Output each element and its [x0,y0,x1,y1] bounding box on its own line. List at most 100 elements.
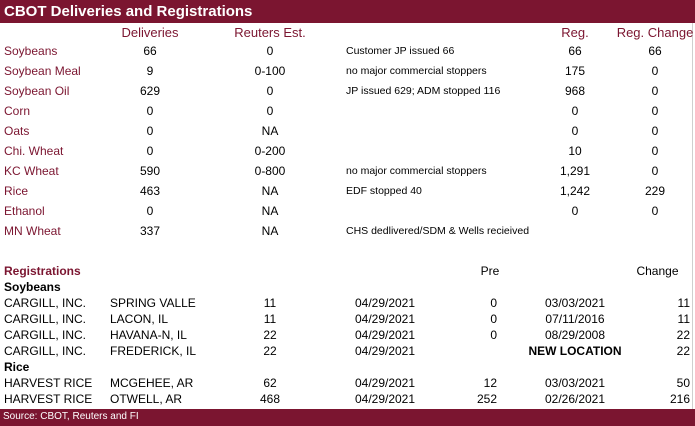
registration-date: 04/29/2021 [354,344,416,358]
commodity-reuters-est: 0 [266,84,274,98]
registration-change: 22 [676,344,690,358]
header-deliveries: Deliveries [121,25,179,40]
registration-change: 11 [677,296,690,310]
commodity-deliveries: 337 [139,224,161,238]
registration-reg: 11 [263,296,277,310]
commodity-reg: 0 [571,104,579,118]
commodity-reg: 175 [564,64,586,78]
commodity-reg-change: 0 [651,104,659,118]
page-title: CBOT Deliveries and Registrations [4,3,253,20]
registration-company: CARGILL, INC. [4,296,87,310]
commodity-reuters-est: 0 [266,104,274,118]
registration-change: 216 [669,392,690,406]
commodity-reg-change: 229 [644,184,666,198]
pre-label: Pre [480,264,500,278]
commodity-reg: 968 [564,84,586,98]
commodity-reuters-est: NA [261,184,279,198]
commodity-name: Ethanol [4,204,45,218]
registration-date: 04/29/2021 [354,312,416,326]
registration-location: SPRING VALLE [110,296,196,310]
registration-reg: 22 [263,328,277,342]
registration-pre: 12 [483,376,497,390]
commodity-deliveries: 629 [139,84,161,98]
right-border [692,23,693,409]
registration-pre: 252 [476,392,497,406]
registration-pre-date: 03/03/2021 [544,376,606,390]
commodity-name: Soybean Oil [4,84,70,98]
registration-location: LACON, IL [110,312,169,326]
registration-company: HARVEST RICE [4,376,93,390]
commodity-reg-change: 0 [651,64,659,78]
commodity-reuters-est: NA [261,124,279,138]
registration-reg: 62 [263,376,277,390]
registration-location: OTWELL, AR [110,392,183,406]
commodity-note: no major commercial stoppers [346,165,487,177]
change-label: Change [636,264,679,278]
registration-date: 04/29/2021 [354,392,416,406]
commodity-reg-change: 66 [648,44,662,58]
registration-company: CARGILL, INC. [4,312,87,326]
commodity-reg: 10 [568,144,582,158]
commodity-deliveries: 66 [143,44,157,58]
commodity-reuters-est: 0-800 [254,164,286,178]
source-note: Source: CBOT, Reuters and FI [3,411,139,422]
commodity-deliveries: 0 [146,144,154,158]
commodity-deliveries: 0 [146,204,154,218]
commodity-name: Corn [4,104,31,118]
registration-pre-date: 02/26/2021 [544,392,606,406]
registration-date: 04/29/2021 [354,296,416,310]
commodity-reg: 0 [571,124,579,138]
registration-group-name: Rice [4,360,30,374]
commodity-note: Customer JP issued 66 [346,45,455,57]
registration-pre-date: 07/11/2016 [545,312,605,326]
registration-change: 50 [676,376,690,390]
commodity-reg: 1,291 [559,164,591,178]
commodity-reg: 0 [571,204,579,218]
registration-location: HAVANA-N, IL [110,328,187,342]
commodity-reg-change: 0 [651,144,659,158]
registration-company: HARVEST RICE [4,392,93,406]
commodity-name: MN Wheat [4,224,61,238]
commodity-reg: 66 [568,44,582,58]
registration-reg: 22 [263,344,277,358]
commodity-deliveries: 9 [146,64,154,78]
commodity-name: KC Wheat [4,164,59,178]
commodity-reuters-est: NA [261,224,279,238]
commodity-name: Soybean Meal [4,64,81,78]
registration-date: 04/29/2021 [354,328,416,342]
commodity-deliveries: 463 [139,184,161,198]
registration-pre: 0 [490,296,497,310]
footer-bar: Source: CBOT, Reuters and FI [0,409,695,426]
registration-reg: 468 [259,392,281,406]
registration-location: MCGEHEE, AR [110,376,194,390]
commodity-name: Chi. Wheat [4,144,64,158]
commodity-note: CHS dedlivered/SDM & Wells recieived [346,225,530,237]
registration-reg: 11 [263,312,277,326]
commodity-reg-change: 0 [651,164,659,178]
commodity-reuters-est: 0-200 [254,144,286,158]
commodity-reuters-est: 0 [266,44,274,58]
registration-date: 04/29/2021 [354,376,416,390]
header-reuters: Reuters Est. [234,25,306,40]
new-location-badge: NEW LOCATION [528,344,622,358]
registration-pre: 0 [490,328,497,342]
commodity-reg-change: 0 [651,84,659,98]
commodity-reuters-est: NA [261,204,279,218]
commodity-name: Soybeans [4,44,58,58]
commodity-note: JP issued 629; ADM stopped 116 [346,85,501,97]
registration-change: 11 [677,312,690,326]
registration-pre-date: 03/03/2021 [544,296,606,310]
registration-pre-date: 08/29/2008 [544,328,606,342]
registration-location: FREDERICK, IL [110,344,197,358]
registrations-label: Registrations [4,264,81,278]
registration-group-name: Soybeans [4,280,61,294]
header-reg-change: Reg. Change [616,25,694,40]
commodity-reg-change: 0 [651,204,659,218]
registration-company: CARGILL, INC. [4,328,87,342]
commodity-note: EDF stopped 40 [346,185,422,197]
title-bar: CBOT Deliveries and Registrations [0,0,695,23]
commodity-deliveries: 0 [146,124,154,138]
commodity-reuters-est: 0-100 [254,64,286,78]
registration-company: CARGILL, INC. [4,344,87,358]
commodity-deliveries: 0 [146,104,154,118]
